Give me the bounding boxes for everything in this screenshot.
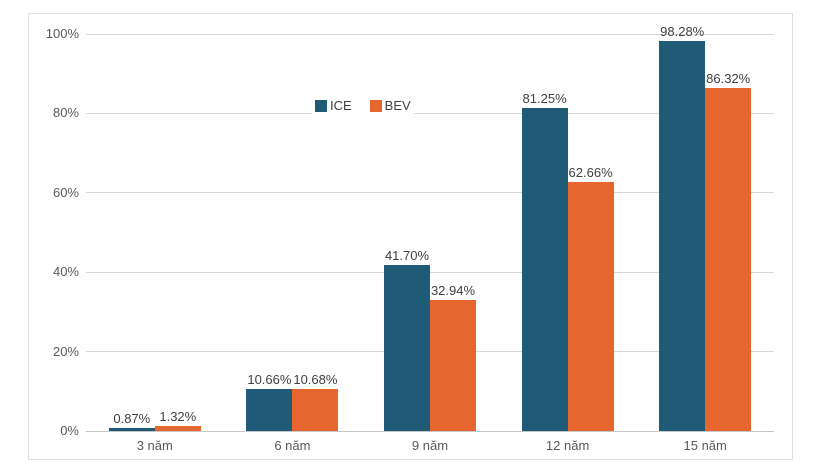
bar-ice-2 <box>246 388 293 431</box>
gridline <box>86 192 774 194</box>
chart-frame: 0% 20% 40% 60% 80% 100% 0.87% 1.32% 3 năm 10.66% 1… <box>28 13 793 460</box>
value-label-ice-4: 81.25% <box>522 91 567 107</box>
bar-ice-1 <box>108 427 155 431</box>
y-axis-tick-label: 60% <box>52 184 79 200</box>
value-label-ice-5: 98.28% <box>660 23 705 39</box>
gridline <box>86 112 774 114</box>
legend-item-bev: BEV <box>369 98 411 113</box>
legend-label-ice: ICE <box>330 98 352 113</box>
x-axis-tick-label: 15 năm <box>683 438 727 453</box>
bar-ice-3 <box>384 265 430 431</box>
gridline <box>86 271 774 273</box>
value-label-ice-1: 0.87% <box>113 410 151 426</box>
y-axis-tick-label: 40% <box>52 264 79 280</box>
y-axis-tick-label: 0% <box>60 423 79 438</box>
value-label-bev-2: 10.68% <box>293 371 338 387</box>
value-label-bev-3: 32.94% <box>430 283 476 299</box>
y-axis-tick-label: 20% <box>52 343 79 359</box>
ice-series-swatch-icon <box>315 100 327 112</box>
bar-ice-5 <box>659 40 706 431</box>
bev-series-swatch-icon <box>369 100 382 112</box>
x-axis-tick-label: 6 năm <box>274 438 311 453</box>
bar-bev-3 <box>430 300 476 431</box>
bar-bev-4 <box>567 182 614 431</box>
value-label-ice-2: 10.66% <box>247 371 292 387</box>
value-label-ice-3: 41.70% <box>384 248 430 264</box>
x-axis-line <box>86 430 774 432</box>
legend-item-ice: ICE <box>315 99 352 113</box>
value-label-bev-4: 62.66% <box>568 165 613 181</box>
legend: ICE BEV <box>312 98 414 114</box>
value-label-bev-5: 86.32% <box>706 71 751 87</box>
x-axis-tick-label: 3 năm <box>136 438 173 453</box>
bar-bev-2 <box>292 388 339 431</box>
y-axis-tick-label: 100% <box>45 26 79 41</box>
bar-ice-4 <box>521 108 568 431</box>
y-axis-tick-label: 80% <box>52 105 79 121</box>
gridline <box>86 33 774 35</box>
bar-bev-1 <box>154 425 201 431</box>
legend-label-bev: BEV <box>384 98 411 113</box>
value-label-bev-1: 1.32% <box>159 408 197 424</box>
x-axis-tick-label: 9 năm <box>411 438 449 453</box>
bar-bev-5 <box>705 88 752 431</box>
x-axis-tick-label: 12 năm <box>545 438 590 453</box>
